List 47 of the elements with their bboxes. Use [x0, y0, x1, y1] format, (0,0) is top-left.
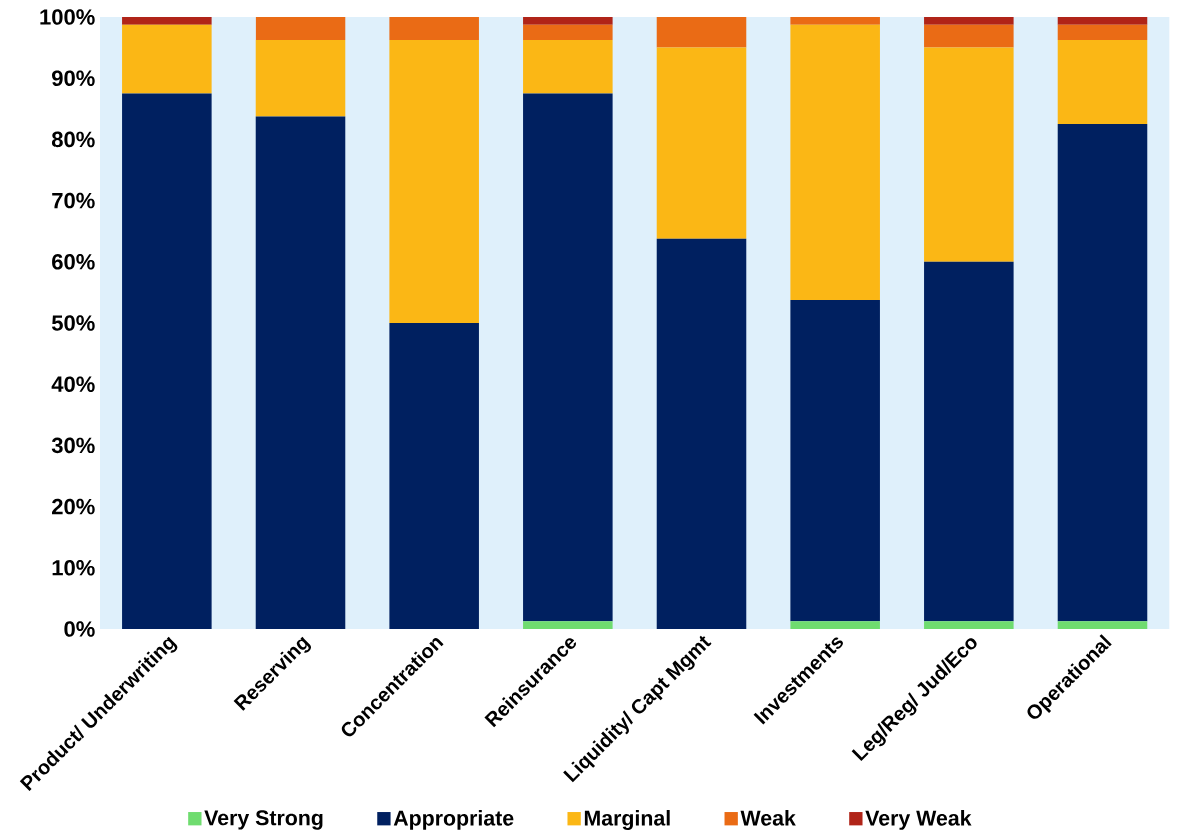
y-tick-label: 50% [51, 315, 95, 331]
bar [656, 47, 747, 239]
bar [1057, 17, 1148, 25]
bar [523, 621, 613, 630]
y-tick-label: 30% [51, 437, 95, 454]
bar [924, 17, 1014, 25]
bar [389, 323, 479, 630]
bar [255, 17, 346, 41]
y-tick-label: 90% [52, 70, 95, 87]
bar [389, 17, 479, 41]
bar [656, 238, 747, 630]
legend-label: Appropriate [393, 810, 514, 830]
y-tick-label: 80% [51, 131, 95, 148]
y-tick-label: 70% [52, 192, 95, 209]
bar [122, 17, 212, 25]
bar [523, 40, 613, 94]
y-tick-label: 40% [51, 376, 95, 393]
bar [122, 24, 212, 94]
legend-label: Very Strong [204, 810, 323, 830]
bar [1057, 621, 1148, 630]
bar [255, 40, 346, 117]
y-tick-label: 20% [52, 498, 95, 515]
bar [523, 24, 613, 41]
bar [924, 621, 1014, 630]
y-tick-label: 0% [64, 621, 95, 637]
bar [790, 24, 880, 301]
bar [122, 93, 212, 630]
bar [523, 17, 613, 25]
bar [1057, 40, 1148, 125]
legend-label: Weak [740, 810, 796, 826]
bar [790, 300, 880, 622]
bar [523, 93, 613, 622]
bar [656, 17, 747, 48]
bar [389, 40, 479, 324]
bar [790, 621, 880, 630]
bar [255, 116, 346, 630]
y-tick-label: 60% [52, 254, 95, 270]
bar [924, 261, 1014, 622]
y-tick-label: 10% [52, 560, 95, 576]
bar [1057, 124, 1148, 622]
bar [790, 17, 880, 25]
bar [1057, 24, 1148, 41]
legend-label: Very Weak [865, 810, 972, 830]
bar [924, 24, 1014, 48]
y-tick-label: 100% [40, 9, 95, 25]
legend-label: Marginal [584, 810, 670, 831]
bar [924, 47, 1014, 262]
